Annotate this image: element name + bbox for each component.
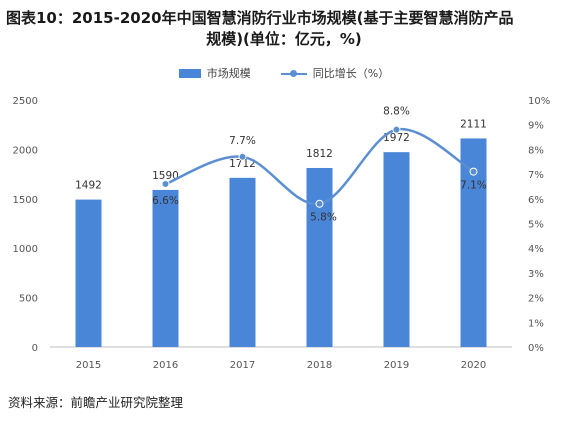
growth-data-label: 5.8% bbox=[310, 212, 337, 224]
y-right-tick-label: 10% bbox=[528, 96, 550, 107]
x-tick-label: 2018 bbox=[307, 360, 332, 371]
y-left-tick-label: 500 bbox=[19, 294, 38, 305]
y-right-tick-label: 3% bbox=[528, 269, 544, 280]
y-right-tick-label: 5% bbox=[528, 220, 544, 231]
y-right-tick-label: 4% bbox=[528, 244, 544, 255]
y-left-tick-label: 2500 bbox=[13, 96, 38, 107]
y-left-tick-label: 1000 bbox=[13, 244, 38, 255]
chart-legend: 市场规模 同比增长（%） bbox=[0, 62, 568, 84]
legend-item-market-size: 市场规模 bbox=[178, 65, 251, 81]
growth-data-label: 7.7% bbox=[229, 135, 256, 147]
y-left-tick-label: 0 bbox=[32, 343, 38, 354]
bar-data-label: 1972 bbox=[383, 132, 410, 144]
growth-point bbox=[392, 125, 401, 134]
x-tick-label: 2017 bbox=[230, 360, 255, 371]
y-right-tick-label: 9% bbox=[528, 121, 544, 132]
legend-item-growth: 同比增长（%） bbox=[280, 65, 390, 81]
bar-data-label: 1812 bbox=[306, 148, 333, 160]
y-right-tick-label: 8% bbox=[528, 145, 544, 156]
bar-data-label: 1712 bbox=[229, 158, 256, 170]
bar bbox=[152, 189, 179, 347]
legend-line-label: 同比增长（%） bbox=[312, 67, 390, 80]
growth-data-label: 8.8% bbox=[383, 106, 410, 118]
y-left-tick-label: 1500 bbox=[13, 195, 38, 206]
bar bbox=[229, 177, 256, 347]
growth-point bbox=[161, 179, 170, 188]
y-right-tick-label: 1% bbox=[528, 318, 544, 329]
y-right-tick-label: 7% bbox=[528, 170, 544, 181]
growth-point bbox=[315, 199, 324, 208]
legend-line-swatch bbox=[280, 69, 307, 78]
source-note: 资料来源：前瞻产业研究院整理 bbox=[8, 395, 184, 410]
chart-title: 图表10：2015-2020年中国智慧消防行业市场规模(基于主要智慧消防产品 规… bbox=[6, 8, 562, 50]
bar-data-label: 2111 bbox=[460, 118, 487, 130]
bar bbox=[75, 199, 102, 347]
bar-data-label: 1590 bbox=[152, 170, 179, 182]
y-right-tick-label: 6% bbox=[528, 195, 544, 206]
y-right-tick-label: 0% bbox=[528, 343, 544, 354]
y-left-tick-label: 2000 bbox=[13, 145, 38, 156]
chart-title-line2: 规模)(单位：亿元，%) bbox=[206, 30, 362, 48]
legend-bar-swatch bbox=[178, 68, 201, 78]
growth-point bbox=[469, 167, 478, 176]
bar bbox=[306, 167, 333, 347]
y-right-tick-label: 2% bbox=[528, 294, 544, 305]
bar-data-label: 1492 bbox=[75, 180, 102, 192]
x-tick-label: 2016 bbox=[153, 360, 178, 371]
bar bbox=[383, 152, 410, 347]
x-tick-label: 2015 bbox=[76, 360, 101, 371]
growth-data-label: 7.1% bbox=[460, 180, 487, 192]
x-tick-label: 2020 bbox=[461, 360, 486, 371]
chart-title-line1: 图表10：2015-2020年中国智慧消防行业市场规模(基于主要智慧消防产品 bbox=[6, 9, 514, 27]
legend-bar-label: 市场规模 bbox=[206, 67, 251, 80]
growth-data-label: 6.6% bbox=[152, 195, 179, 207]
growth-point bbox=[238, 152, 247, 161]
x-tick-label: 2019 bbox=[384, 360, 409, 371]
